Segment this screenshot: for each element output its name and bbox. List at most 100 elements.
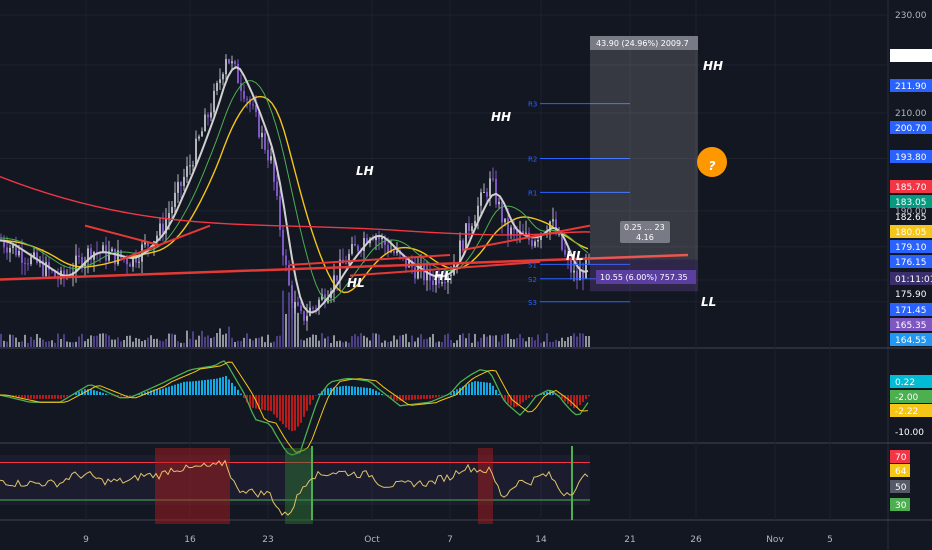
macd-bar <box>348 386 350 395</box>
macd-bar <box>324 388 326 395</box>
volume-bar <box>105 333 107 347</box>
volume-bar <box>342 342 344 347</box>
price-label: 185.70 <box>895 183 927 193</box>
candle-body <box>180 182 182 186</box>
price-label-bg <box>890 272 932 285</box>
candle-body <box>417 267 419 279</box>
candle-body <box>27 263 29 265</box>
volume-bar <box>525 341 527 347</box>
volume-bar <box>498 341 500 347</box>
volume-bar <box>54 342 56 347</box>
macd-bar <box>168 386 170 395</box>
volume-bar <box>171 333 173 347</box>
candle-body <box>318 299 320 308</box>
macd-bar <box>237 389 239 395</box>
macd-bar <box>78 391 80 395</box>
volume-bar <box>132 341 134 347</box>
candle-body <box>36 252 38 263</box>
trendline-c <box>289 254 451 266</box>
volume-bar <box>180 342 182 347</box>
pivot-label: R2 <box>528 156 537 164</box>
candle-body <box>156 235 158 242</box>
candle-body <box>480 192 482 206</box>
macd-bar <box>105 393 107 395</box>
candle-body <box>414 267 416 279</box>
volume-bar <box>390 341 392 347</box>
volume-bar <box>450 340 452 347</box>
candle-body <box>21 250 23 263</box>
price-label-bg <box>890 303 932 316</box>
macd-bar <box>519 395 521 405</box>
macd-bar <box>18 395 20 398</box>
macd-bar <box>564 395 566 402</box>
volume-bar <box>72 342 74 347</box>
candle-body <box>552 219 554 222</box>
y-tick-label: 230.00 <box>895 11 927 21</box>
macd-bar <box>582 395 584 403</box>
price-label-bg <box>890 210 932 223</box>
volume-bar <box>456 340 458 347</box>
macd-bar <box>81 390 83 395</box>
macd-bar <box>156 389 158 395</box>
volume-bar <box>567 337 569 347</box>
candle-body <box>468 223 470 231</box>
candle-body <box>474 220 476 227</box>
annotation-label: HL <box>347 276 365 290</box>
macd-bar <box>132 395 134 396</box>
volume-bar <box>222 334 224 347</box>
price-label-bg <box>890 318 932 331</box>
macd-bar <box>336 386 338 395</box>
candle-body <box>252 104 254 106</box>
candle-body <box>495 178 497 205</box>
candle-body <box>423 263 425 281</box>
macd-bar <box>282 395 284 425</box>
macd-bar <box>210 379 212 395</box>
macd-bar <box>36 395 38 399</box>
macd-bar <box>585 395 587 400</box>
measure-up-text: 43.90 (24.96%) 2009.7 <box>596 39 689 48</box>
macd-line <box>0 360 589 456</box>
candle-body <box>225 59 227 75</box>
price-label-bg <box>890 225 932 238</box>
volume-bar <box>495 335 497 347</box>
candle-body <box>258 112 260 138</box>
candle-body <box>534 241 536 247</box>
macd-bar <box>309 395 311 405</box>
macd-bar <box>315 395 317 396</box>
volume-bar <box>87 338 89 347</box>
volume-bar <box>48 341 50 347</box>
volume-bar <box>504 333 506 347</box>
rsi-label-bg <box>890 464 910 477</box>
macd-bar <box>363 387 365 395</box>
macd-bar <box>39 395 41 399</box>
macd-bar <box>153 389 155 395</box>
price-label: 193.80 <box>895 153 927 163</box>
volume-bar <box>177 341 179 347</box>
ma-yellow <box>0 95 589 294</box>
macd-bar <box>48 395 50 399</box>
volume-bar <box>246 333 248 347</box>
candle-body <box>585 256 587 279</box>
candle-body <box>372 238 374 241</box>
volume-bar <box>399 335 401 347</box>
macd-bar <box>267 395 269 411</box>
price-label-bg <box>890 195 932 208</box>
volume-bar <box>126 335 128 347</box>
candle-body <box>465 223 467 250</box>
volume-bar <box>426 338 428 347</box>
candle-body <box>531 240 533 247</box>
pivot-label: S2 <box>528 276 537 284</box>
macd-bar <box>273 395 275 415</box>
candle-body <box>216 82 218 91</box>
volume-bar <box>84 341 86 347</box>
volume-bar <box>99 333 101 347</box>
macd-bar <box>450 393 452 395</box>
volume-bar <box>102 333 104 347</box>
macd-bar <box>198 380 200 395</box>
candle-body <box>90 248 92 260</box>
volume-bar <box>144 340 146 347</box>
volume-bar <box>300 339 302 347</box>
volume-bar <box>114 339 116 347</box>
candle-body <box>501 201 503 223</box>
